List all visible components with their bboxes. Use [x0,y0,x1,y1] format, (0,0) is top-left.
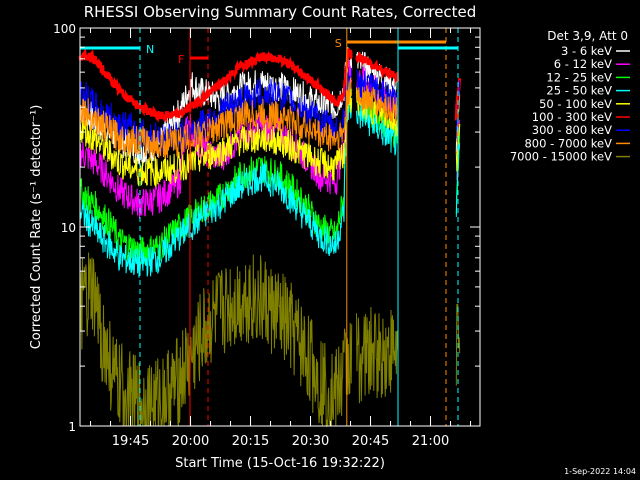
annotation-label-n: N [146,43,154,56]
chart-title: RHESSI Observing Summary Count Rates, Co… [84,3,477,21]
annotation-label-s: S [335,37,342,50]
x-tick-label: 20:45 [352,434,389,449]
legend-label-7: 300 - 800 keV [532,123,612,137]
x-tick-label: 20:00 [172,434,209,449]
x-tick-label: 20:15 [232,434,269,449]
series-line-8 [79,77,461,159]
x-tick-label: 19:45 [112,434,149,449]
legend-title: Det 3,9, Att 0 [547,29,628,43]
legend-label-2: 6 - 12 keV [554,57,612,71]
plot-area: N F S [78,28,462,428]
series-line-9 [79,252,461,428]
x-axis-label: Start Time (15-Oct-16 19:32:22) [175,456,385,471]
legend-label-9: 7000 - 15000 keV [510,150,612,164]
y-axis-label: Corrected Count Rate (s⁻¹ detector⁻¹) [29,105,44,350]
y-tick-label: 10 [61,221,76,235]
x-tick-label: 20:30 [292,434,329,449]
legend-label-8: 800 - 7000 keV [524,136,612,150]
axes: 1 10 100 19:45 20:00 20:15 20:30 20:45 21:00 [53,22,480,449]
annotation-label-f: F [178,53,184,66]
x-tick-label: 21:00 [412,434,449,449]
legend-label-5: 50 - 100 keV [539,97,612,111]
legend-label-6: 100 - 300 keV [532,110,612,124]
legend-label-1: 3 - 6 keV [561,44,612,58]
legend-label-3: 12 - 25 keV [546,70,612,84]
footer-date: 1-Sep-2022 14:04 [564,467,636,476]
legend-label-4: 25 - 50 keV [546,84,612,98]
y-tick-label: 1 [68,420,76,434]
y-tick-label: 100 [53,22,76,36]
